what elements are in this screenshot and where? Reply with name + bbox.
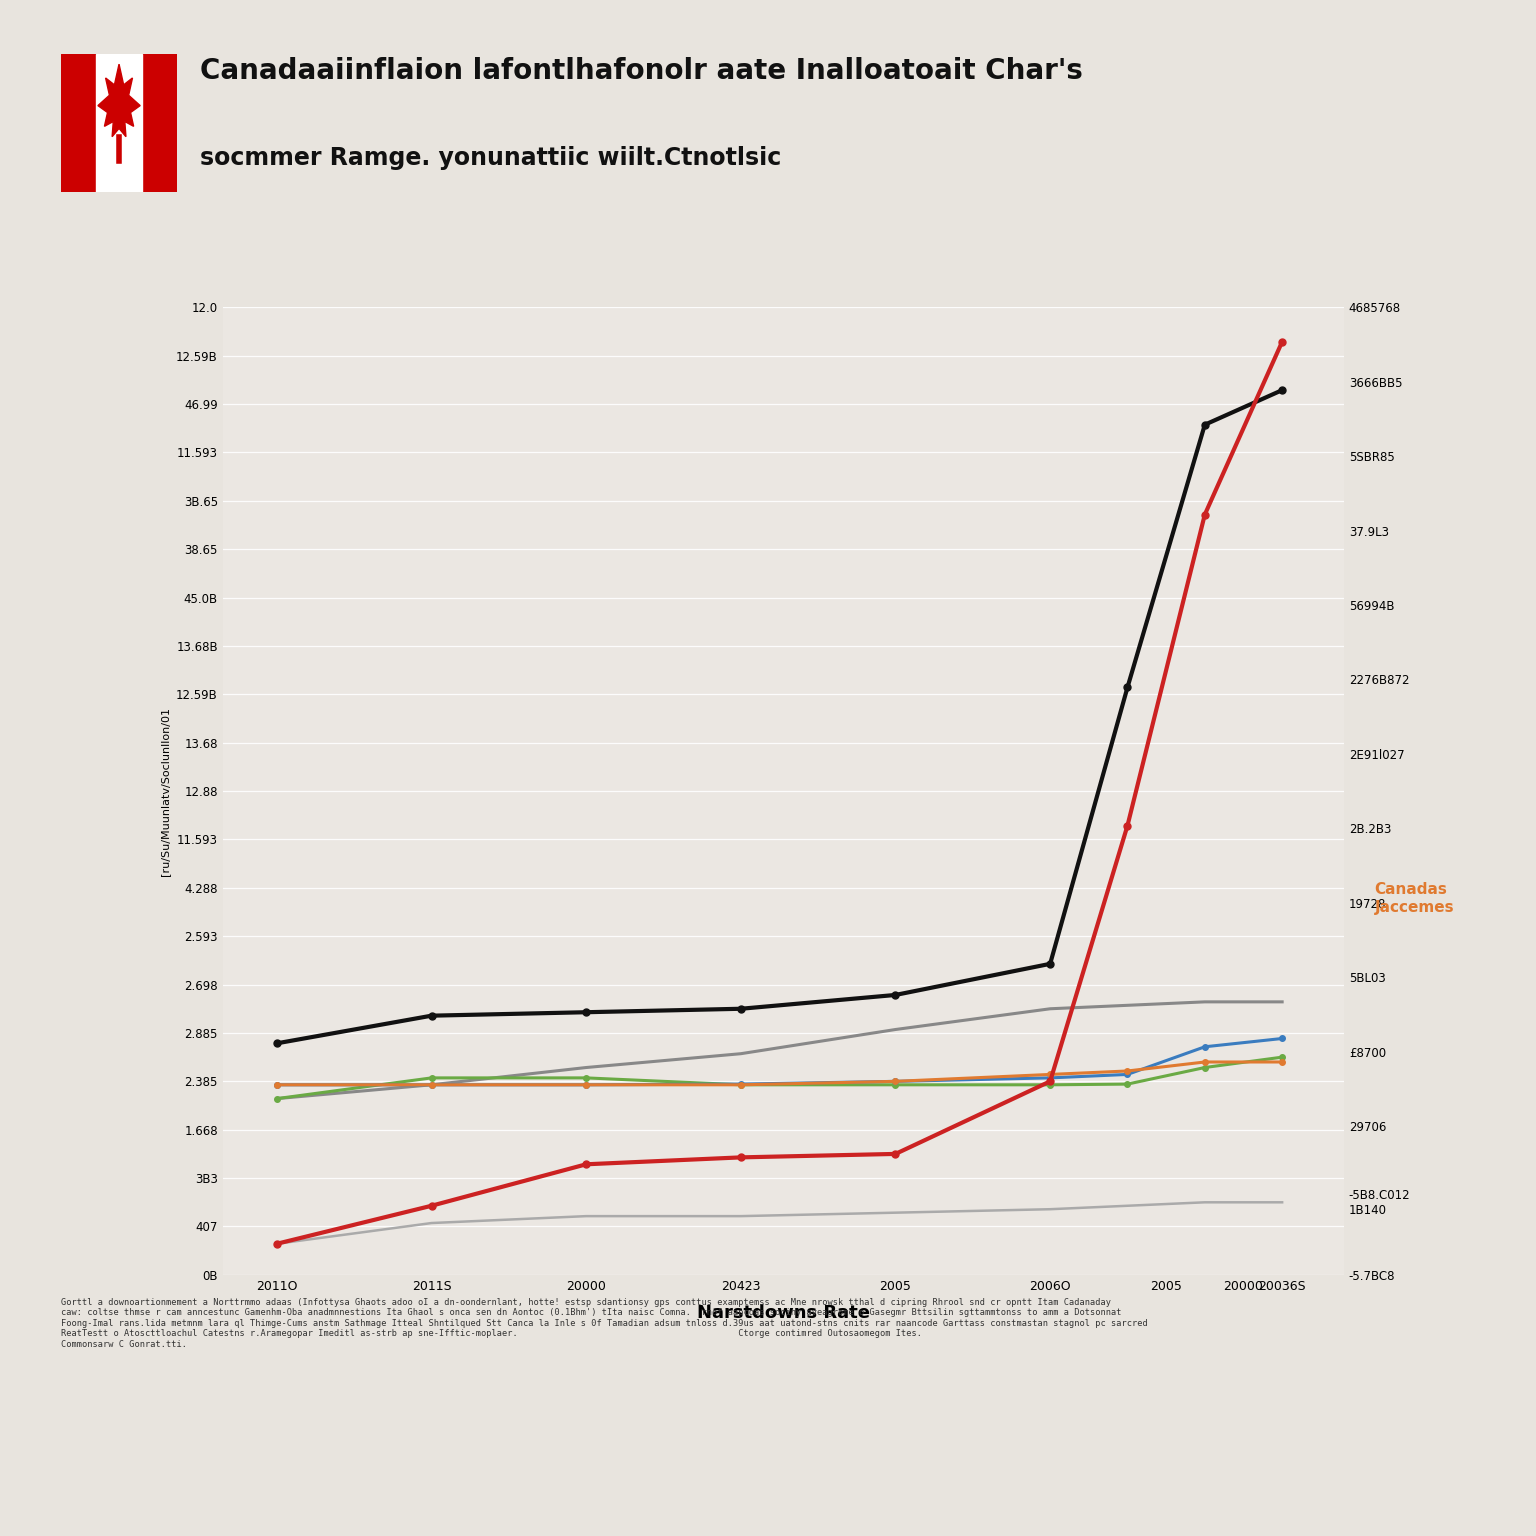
Bar [61,54,95,192]
Text: Canadas
Jaccemes: Canadas Jaccemes [1375,882,1455,915]
X-axis label: Narstdowns Rate: Narstdowns Rate [697,1304,869,1322]
Bar [141,54,177,192]
Text: socmmer Ramge. yonunattiic wiilt.Ctnotlsic: socmmer Ramge. yonunattiic wiilt.Ctnotls… [200,146,780,169]
Text: Canadaaiinflaion lafontlhafonolr aate Inalloatoait Char's: Canadaaiinflaion lafontlhafonolr aate In… [200,57,1083,84]
Polygon shape [98,65,140,137]
Text: Gorttl a downoartionmement a Norttrmmo adaas (Infottysa Ghaots adoo oI a dn-oond: Gorttl a downoartionmement a Norttrmmo a… [61,1298,1149,1349]
Y-axis label: [ru/Su/Muunlatv/Soclunllon/01: [ru/Su/Muunlatv/Soclunllon/01 [161,707,170,876]
Bar [95,54,141,192]
